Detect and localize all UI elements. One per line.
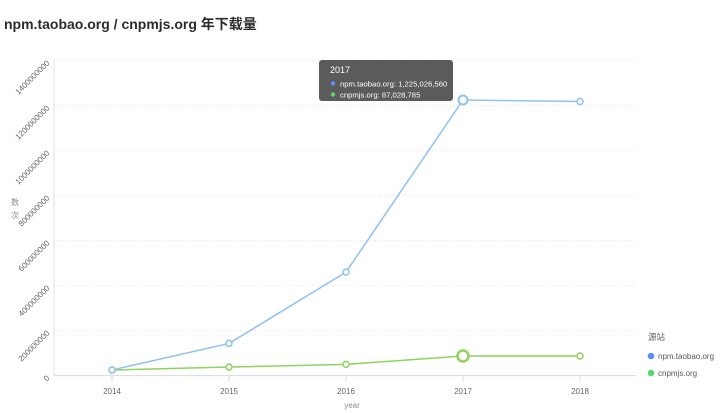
svg-text:2014: 2014	[103, 387, 121, 396]
svg-text:2017: 2017	[454, 387, 472, 396]
svg-text:200000000: 200000000	[17, 328, 52, 363]
svg-text:year: year	[344, 401, 360, 410]
svg-text:2017: 2017	[330, 65, 350, 75]
svg-text:600000000: 600000000	[17, 238, 52, 273]
svg-text:cnpmjs.org: 87,028,785: cnpmjs.org: 87,028,785	[340, 91, 420, 100]
svg-text:400000000: 400000000	[17, 283, 52, 318]
svg-text:npm.taobao.org: 1,225,026,560: npm.taobao.org: 1,225,026,560	[340, 80, 447, 89]
svg-text:npm.taobao.org: npm.taobao.org	[658, 352, 714, 361]
svg-text:源站: 源站	[648, 332, 666, 342]
svg-text:次: 次	[11, 210, 19, 220]
svg-text:0: 0	[42, 373, 52, 383]
svg-text:cnpmjs.org: cnpmjs.org	[658, 369, 697, 378]
svg-text:800000000: 800000000	[17, 193, 52, 228]
svg-text:数: 数	[11, 197, 19, 207]
svg-text:2016: 2016	[337, 387, 355, 396]
svg-text:1400000000: 1400000000	[14, 58, 52, 96]
svg-text:2018: 2018	[571, 387, 589, 396]
svg-text:1000000000: 1000000000	[14, 148, 52, 186]
svg-text:1200000000: 1200000000	[14, 103, 52, 141]
svg-text:2015: 2015	[220, 387, 238, 396]
